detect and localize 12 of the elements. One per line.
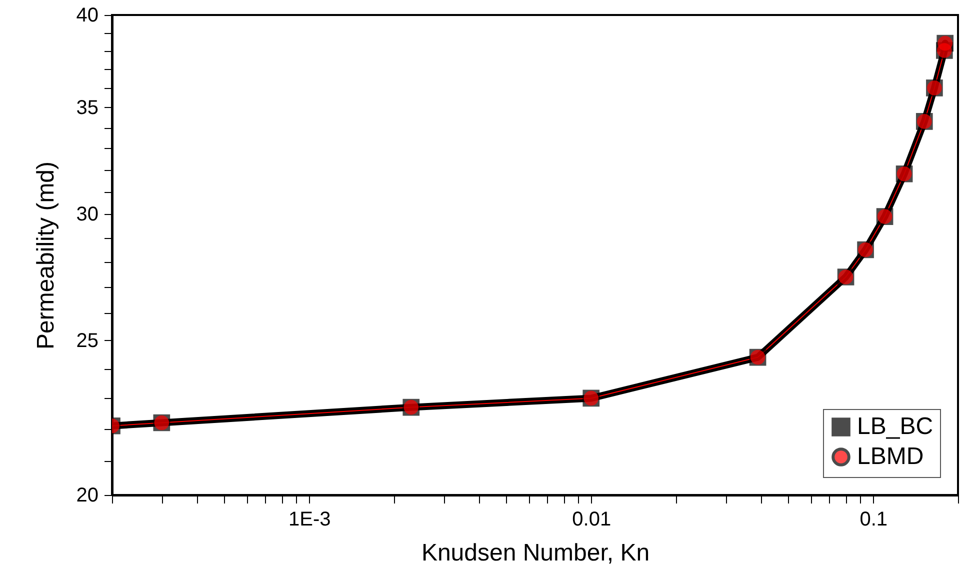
y-tick-label: 20: [76, 484, 98, 506]
y-tick-label: 40: [76, 4, 98, 26]
y-axis-title: Permeability (md): [32, 161, 60, 350]
y-tick-label: 30: [76, 204, 98, 226]
x-axis-title: Knudsen Number, Kn: [421, 540, 650, 566]
legend-label: LB_BC: [857, 413, 934, 440]
x-tick-label: 0.1: [860, 508, 888, 530]
x-tick-label: 1E-3: [288, 508, 331, 530]
legend-label: LBMD: [857, 443, 924, 470]
x-tick-label: 0.01: [572, 508, 612, 530]
y-tick-label: 35: [76, 96, 98, 119]
y-tick-label: 25: [76, 330, 98, 352]
